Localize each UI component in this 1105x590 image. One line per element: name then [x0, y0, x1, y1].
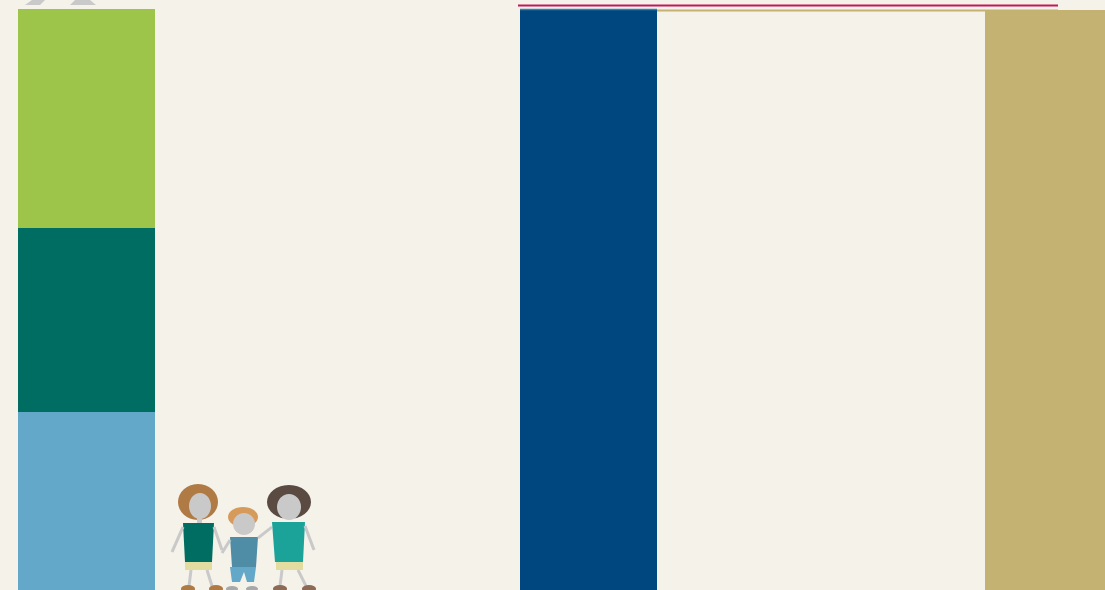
infographic	[0, 0, 1105, 590]
segment	[18, 9, 155, 228]
column	[520, 9, 657, 590]
segment	[18, 228, 155, 412]
column	[985, 10, 1105, 590]
segment	[18, 412, 155, 590]
stacked-column	[18, 9, 155, 590]
